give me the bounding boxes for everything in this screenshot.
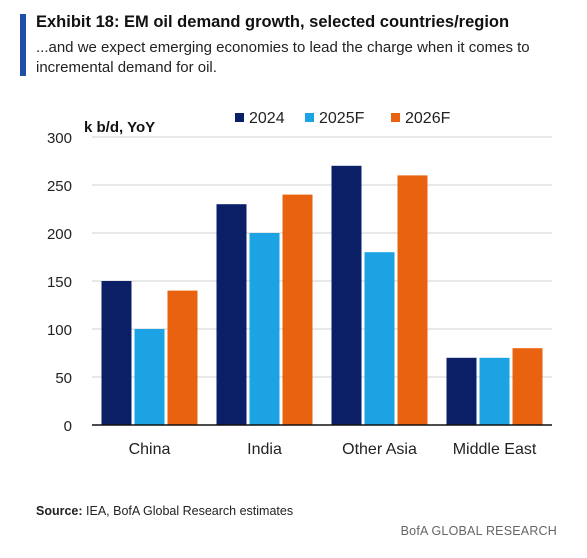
legend-label: 2024 (249, 110, 285, 127)
bar (216, 204, 247, 425)
legend-swatch (305, 113, 314, 122)
bar (101, 281, 132, 425)
source-note: Source: IEA, BofA Global Research estima… (36, 504, 293, 518)
bar (331, 165, 362, 426)
brand-label: BofA GLOBAL RESEARCH (400, 524, 557, 538)
chart-subtitle: ...and we expect emerging economies to l… (36, 39, 530, 76)
legend-swatch (235, 113, 244, 122)
bar (249, 233, 280, 425)
x-tick-label: India (247, 441, 282, 458)
chart-title: Exhibit 18: EM oil demand growth, select… (36, 13, 510, 31)
bar-chart: 0 50 100 150 200 250 300 k b/d, YoY China India Ot… (47, 110, 552, 458)
y-tick-label: 150 (47, 274, 72, 291)
source-text: IEA, BofA Global Research estimates (86, 504, 294, 518)
bar (512, 348, 543, 425)
bar (167, 290, 198, 425)
bar (134, 329, 165, 425)
x-tick-label: China (129, 441, 171, 458)
y-tick-label: 0 (64, 418, 72, 435)
bar (446, 357, 477, 425)
bar (282, 194, 313, 425)
y-axis-label: k b/d, YoY (84, 119, 155, 136)
y-tick-label: 250 (47, 178, 72, 195)
y-tick-label: 300 (47, 130, 72, 147)
x-tick-label: Other Asia (342, 441, 417, 458)
legend-label: 2026F (405, 110, 451, 127)
source-label: Source: (36, 504, 83, 518)
bar (397, 175, 428, 425)
legend-swatch (391, 113, 400, 122)
y-tick-label: 100 (47, 322, 72, 339)
y-tick-label: 50 (55, 370, 72, 387)
bar (479, 357, 510, 425)
x-tick-label: Middle East (453, 441, 537, 458)
title-accent-bar (20, 14, 26, 76)
y-tick-label: 200 (47, 226, 72, 243)
legend-label: 2025F (319, 110, 365, 127)
bar (364, 252, 395, 425)
